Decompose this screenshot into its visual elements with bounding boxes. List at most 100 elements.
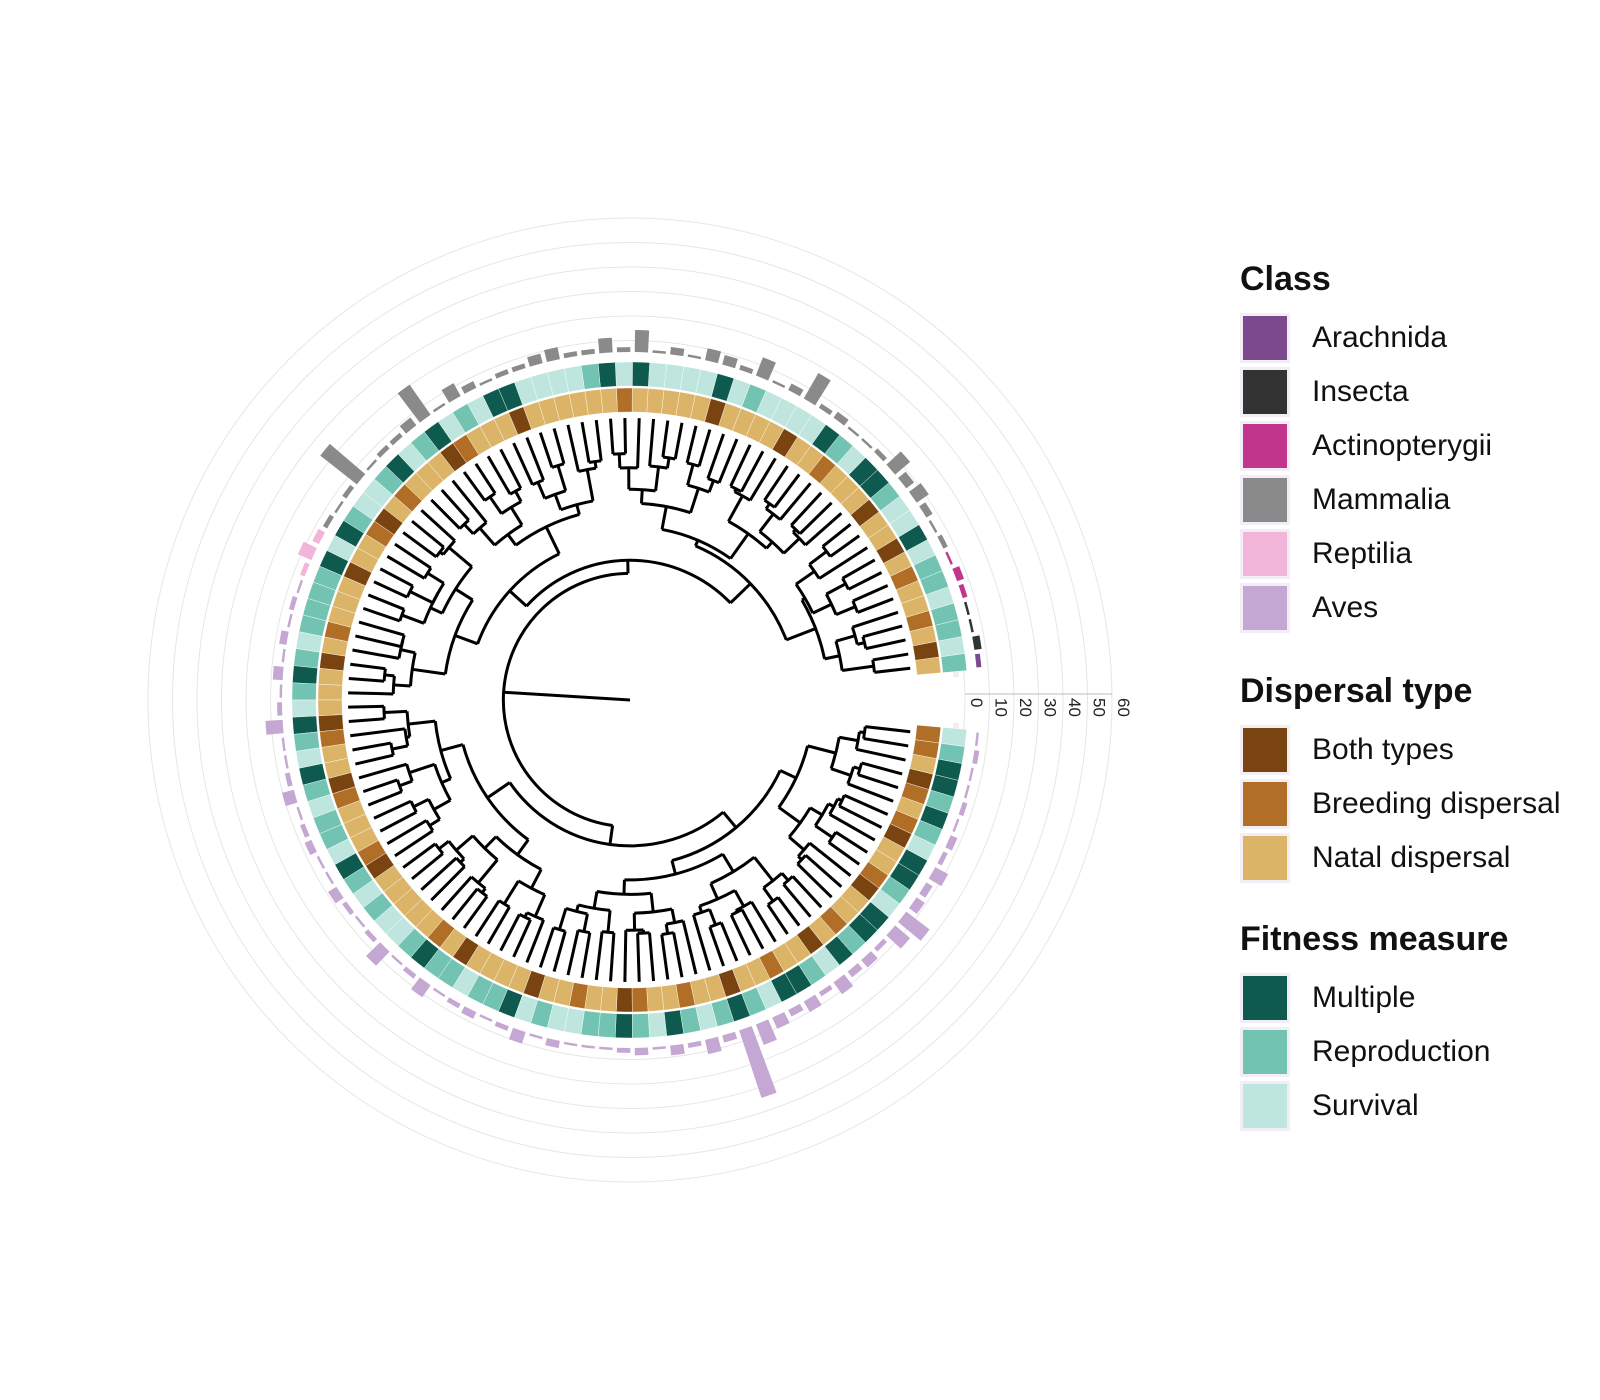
tree-branch bbox=[812, 602, 833, 615]
tree-branch bbox=[853, 765, 861, 771]
tree-branch bbox=[773, 473, 801, 509]
tip-value-bar bbox=[818, 403, 833, 416]
tree-branch bbox=[835, 830, 869, 854]
legend-dispersal-type: Dispersal type Both types Breeding dispe… bbox=[1240, 672, 1560, 885]
legend-label: Breeding dispersal bbox=[1312, 787, 1561, 820]
tree-branch bbox=[649, 893, 655, 913]
grid-circle bbox=[270, 340, 990, 1060]
tree-branch bbox=[665, 457, 671, 469]
radial-axis-tick: 40 bbox=[1065, 698, 1084, 717]
tree-branch bbox=[594, 931, 604, 981]
tip-value-bar bbox=[389, 432, 403, 446]
legend-item-breeding-dispersal: Breeding dispersal bbox=[1240, 777, 1560, 831]
tree-branch bbox=[821, 523, 852, 548]
tree-branch bbox=[580, 421, 591, 463]
tree-branch bbox=[707, 480, 715, 493]
tree-branch bbox=[856, 641, 865, 646]
tree-branch bbox=[430, 498, 461, 530]
tip-value-bar bbox=[599, 1046, 613, 1051]
tree-branch bbox=[623, 930, 628, 982]
tree-branch bbox=[672, 932, 684, 978]
tip-value-bar bbox=[652, 1046, 666, 1050]
tree-branch bbox=[499, 448, 523, 490]
tree-branch bbox=[405, 735, 411, 739]
tree-branch bbox=[765, 540, 774, 550]
tree-branch bbox=[788, 835, 805, 851]
grid-circle bbox=[245, 315, 1015, 1085]
tip-value-bar bbox=[411, 977, 431, 998]
legend-swatch bbox=[1240, 973, 1290, 1023]
tree-branch bbox=[355, 753, 394, 766]
tree-branch bbox=[355, 634, 402, 649]
tip-value-bar bbox=[283, 755, 289, 769]
legend-label: Natal dispersal bbox=[1312, 841, 1511, 874]
tree-branch bbox=[566, 929, 580, 976]
tip-value-bar bbox=[972, 635, 982, 650]
tree-branch bbox=[502, 880, 520, 905]
tree-branch bbox=[552, 428, 566, 465]
tree-branch bbox=[352, 741, 392, 752]
tip-value-bar bbox=[366, 942, 390, 966]
tree-branch bbox=[409, 590, 434, 605]
tree-branch bbox=[843, 793, 889, 816]
tree-branch bbox=[818, 546, 869, 580]
tip-value-bar bbox=[391, 954, 403, 966]
radial-axis-tick: 20 bbox=[1016, 698, 1035, 717]
tip-value-bar bbox=[616, 347, 631, 353]
tree-branch bbox=[514, 490, 523, 503]
tip-value-bar bbox=[670, 1043, 685, 1056]
tree-branch bbox=[609, 418, 615, 455]
tip-value-bar bbox=[772, 1011, 790, 1029]
dispersal-ring-cell bbox=[646, 388, 665, 414]
tree-branch bbox=[358, 762, 408, 780]
tree-branch bbox=[874, 666, 911, 674]
tip-value-bar bbox=[598, 337, 613, 354]
tip-value-bar bbox=[788, 1003, 804, 1017]
tip-value-bar bbox=[441, 383, 461, 403]
legend-item-aves: Aves bbox=[1240, 581, 1492, 635]
tree-branch bbox=[523, 912, 529, 918]
tree-branch bbox=[686, 464, 695, 486]
tree-branch bbox=[837, 797, 843, 803]
tree-branch bbox=[782, 883, 812, 918]
tip-value-bar bbox=[342, 901, 355, 916]
tree-branch bbox=[438, 550, 445, 556]
tip-value-bar bbox=[342, 484, 355, 499]
tree-branch bbox=[801, 597, 806, 602]
legend-swatch bbox=[1240, 475, 1290, 525]
tree-branch bbox=[525, 919, 545, 964]
tree-branch bbox=[433, 720, 453, 780]
tree-branch bbox=[808, 550, 828, 566]
legend-item-reproduction: Reproduction bbox=[1240, 1025, 1508, 1079]
tree-branch bbox=[865, 725, 911, 734]
tree-branch bbox=[729, 914, 752, 956]
tip-value-bar bbox=[847, 963, 863, 978]
tree-branch bbox=[670, 860, 677, 875]
tree-branch bbox=[463, 523, 475, 535]
tip-value-bar bbox=[958, 583, 968, 599]
tree-branch bbox=[670, 908, 677, 923]
tree-branch bbox=[525, 436, 545, 481]
tree-branch bbox=[348, 704, 384, 709]
tip-value-bar bbox=[277, 702, 283, 716]
tree-branch bbox=[556, 465, 568, 492]
tip-value-bar bbox=[300, 562, 310, 577]
legend-swatch bbox=[1240, 421, 1290, 471]
tip-value-bar bbox=[908, 483, 929, 503]
tip-value-bar bbox=[874, 938, 887, 952]
tree-branch bbox=[399, 779, 413, 788]
tip-value-bar bbox=[908, 897, 925, 914]
tree-branch bbox=[722, 811, 738, 829]
tree-branch bbox=[440, 875, 473, 911]
tree-branch bbox=[753, 856, 775, 882]
tip-value-bar bbox=[755, 1019, 777, 1046]
tree-branch bbox=[480, 887, 487, 894]
radial-axis-tick: 60 bbox=[1114, 698, 1133, 717]
tip-value-bar bbox=[446, 997, 461, 1009]
tree-branch bbox=[544, 526, 561, 555]
tip-value-bar bbox=[670, 347, 685, 357]
tip-value-bar bbox=[297, 541, 317, 561]
tip-value-bar bbox=[279, 684, 283, 698]
tree-branch bbox=[795, 570, 816, 586]
